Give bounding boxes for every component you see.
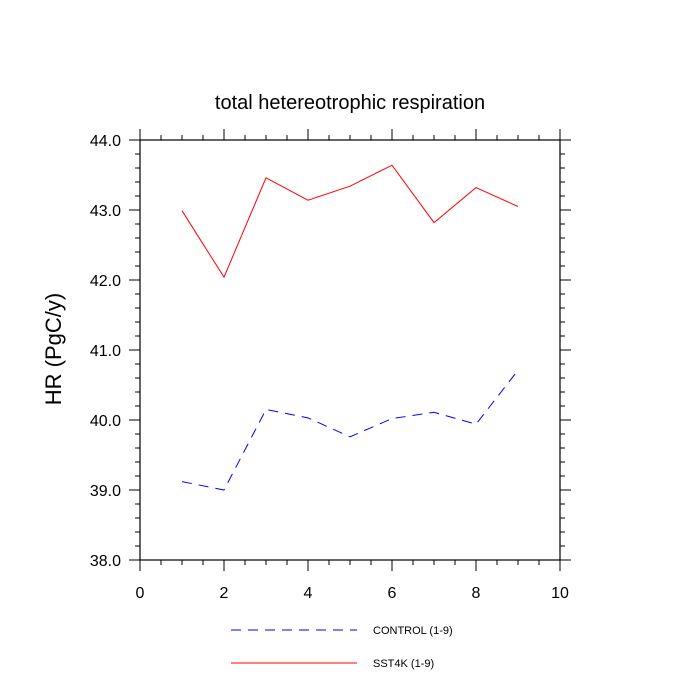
y-axis-label: HR (PgC/y) bbox=[41, 293, 66, 405]
x-tick-label: 10 bbox=[551, 585, 569, 602]
y-tick-label: 44.0 bbox=[90, 133, 121, 150]
y-tick-label: 42.0 bbox=[90, 273, 121, 290]
y-tick-label: 39.0 bbox=[90, 483, 121, 500]
x-tick-label: 8 bbox=[472, 585, 481, 602]
series-line-control bbox=[181, 369, 519, 491]
x-tick-label: 2 bbox=[220, 585, 229, 602]
series-line-sst4k bbox=[181, 164, 519, 279]
legend-label: CONTROL (1-9) bbox=[373, 625, 453, 637]
y-tick-label: 38.0 bbox=[90, 553, 121, 570]
x-tick-label: 4 bbox=[304, 585, 313, 602]
y-tick-label: 40.0 bbox=[90, 413, 121, 430]
chart-title: total hetereotrophic respiration bbox=[215, 92, 485, 114]
x-tick-label: 6 bbox=[388, 585, 397, 602]
y-tick-label: 41.0 bbox=[90, 343, 121, 360]
x-tick-label: 0 bbox=[136, 585, 145, 602]
y-tick-label: 43.0 bbox=[90, 203, 121, 220]
plot-frame bbox=[139, 139, 561, 561]
legend-label: SST4K (1-9) bbox=[373, 658, 434, 670]
legend: CONTROL (1-9) SST4K (1-9) bbox=[231, 625, 453, 670]
plot-area: 0 2 4 6 8 10 38.0 39.0 40.0 41.0 42.0 43.0 44.0 bbox=[90, 129, 571, 602]
